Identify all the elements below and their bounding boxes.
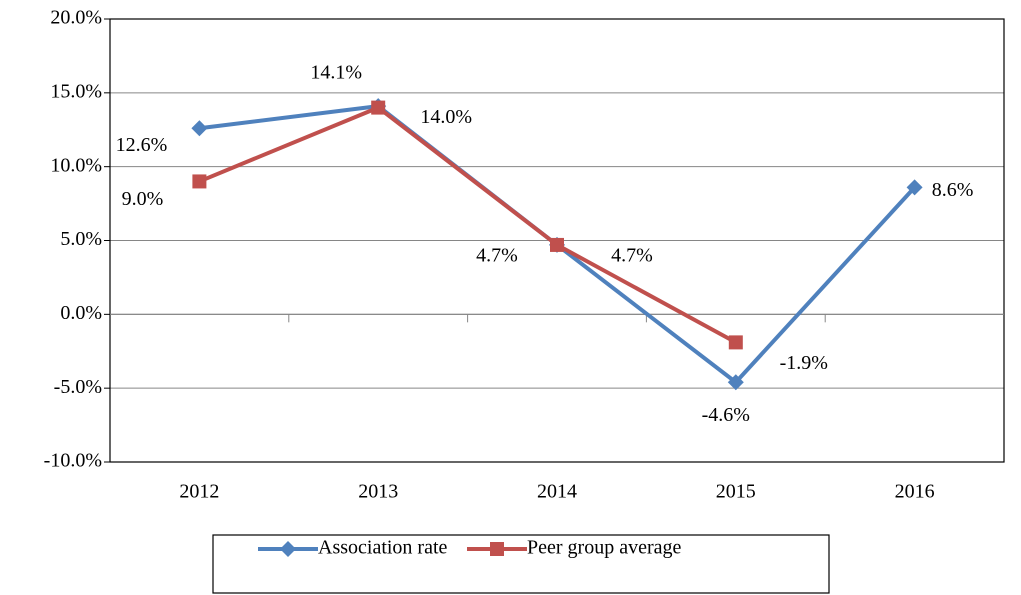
y-tick-label: 15.0% [50,80,102,102]
data-label: 4.7% [476,245,518,267]
legend-box [212,534,830,594]
x-tick-label: 2014 [537,481,577,503]
x-tick-label: 2015 [716,481,756,503]
y-tick-label: 0.0% [60,302,102,324]
data-label: 14.0% [420,106,472,128]
y-tick-label: 20.0% [50,7,102,29]
marker [490,542,504,556]
legend-label: Peer group average [527,537,681,559]
marker [550,237,564,252]
data-label: 12.6% [116,134,168,156]
y-tick-label: -5.0% [54,376,102,398]
marker [728,335,743,350]
series-line [198,105,737,345]
marker [280,541,296,557]
x-tick-label: 2013 [358,481,398,503]
marker [371,100,386,115]
data-label: -4.6% [702,404,750,426]
marker [906,179,923,196]
data-label: -1.9% [780,352,828,374]
y-tick-label: 10.0% [50,154,102,176]
x-tick-label: 2012 [179,481,219,503]
marker [191,120,208,137]
x-tick-label: 2016 [895,481,935,503]
marker [192,174,207,189]
data-label: 8.6% [932,179,974,201]
data-label: 9.0% [122,188,164,210]
data-label: 14.1% [310,62,362,84]
y-tick-label: -10.0% [44,450,102,472]
y-tick-label: 5.0% [60,228,102,250]
legend-label: Association rate [318,537,448,559]
marker [727,374,744,391]
plot-frame [109,18,1005,463]
data-label: 4.7% [611,245,653,267]
